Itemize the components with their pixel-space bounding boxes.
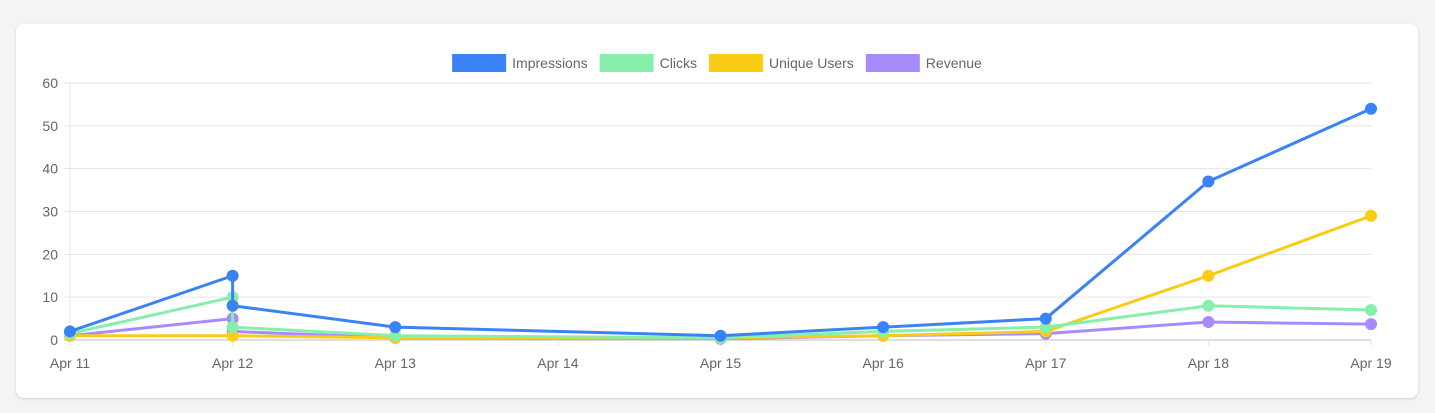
- series-layer: [64, 102, 1377, 345]
- y-tick-label: 30: [42, 204, 58, 220]
- y-tick-label: 10: [42, 289, 58, 305]
- data-point[interactable]: [226, 329, 239, 342]
- legend-label: Unique Users: [769, 55, 854, 71]
- legend-swatch: [865, 54, 920, 72]
- series-line: [68, 107, 1373, 338]
- x-tick-label: Apr 15: [700, 355, 741, 371]
- data-point[interactable]: [389, 321, 402, 334]
- legend-swatch: [708, 54, 763, 72]
- x-tick-label: Apr 12: [212, 355, 253, 371]
- x-tick-label: Apr 14: [537, 355, 578, 371]
- data-point[interactable]: [1039, 321, 1052, 334]
- data-point[interactable]: [226, 299, 239, 312]
- legend-swatch: [452, 54, 507, 72]
- legend[interactable]: Impressions Clicks Unique Users Revenue: [452, 54, 982, 72]
- x-tick-label: Apr 13: [375, 355, 416, 371]
- data-point[interactable]: [1202, 299, 1215, 312]
- y-tick-label: 0: [50, 332, 58, 348]
- legend-label: Impressions: [512, 55, 587, 71]
- data-point[interactable]: [1202, 316, 1215, 329]
- y-tick-label: 40: [42, 161, 58, 177]
- legend-item[interactable]: Revenue: [865, 54, 982, 72]
- x-tick-label: Apr 16: [863, 355, 904, 371]
- series-impressions: [64, 102, 1377, 342]
- x-tick-label: Apr 11: [50, 355, 90, 371]
- y-tick-label: 50: [42, 118, 58, 134]
- data-point[interactable]: [226, 269, 239, 282]
- legend-item[interactable]: Unique Users: [708, 54, 854, 72]
- data-point[interactable]: [1202, 269, 1215, 282]
- legend-swatch: [599, 54, 654, 72]
- series-line: [68, 214, 1373, 340]
- data-point[interactable]: [1202, 175, 1215, 188]
- x-axis-ticks: Apr 11 Apr 12 Apr 13 Apr 14 Apr 15 Apr 16 Apr …: [50, 340, 1392, 371]
- legend-label: Revenue: [926, 55, 982, 71]
- legend-label: Clicks: [660, 55, 697, 71]
- data-point[interactable]: [389, 329, 402, 342]
- data-point[interactable]: [1039, 312, 1052, 325]
- data-point[interactable]: [877, 321, 890, 334]
- legend-item[interactable]: Impressions: [452, 54, 588, 72]
- x-tick-label: Apr 18: [1188, 355, 1229, 371]
- x-tick-label: Apr 19: [1350, 355, 1391, 371]
- data-point[interactable]: [1365, 102, 1377, 115]
- grid-lines: [64, 82, 1371, 346]
- data-point[interactable]: [1365, 318, 1377, 331]
- data-point[interactable]: [1365, 304, 1377, 317]
- y-tick-label: 20: [42, 246, 58, 262]
- data-point[interactable]: [1365, 209, 1377, 222]
- y-axis-ticks: 0 10 20 30 40 50 60: [42, 75, 58, 348]
- data-point[interactable]: [64, 325, 76, 338]
- y-tick-label: 60: [42, 75, 58, 91]
- data-point[interactable]: [226, 321, 239, 334]
- chart-card: 0 10 20 30 40 50 60 Apr 11 Apr 12 Apr 13 Apr 14 Ap…: [16, 24, 1418, 398]
- legend-item[interactable]: Clicks: [599, 54, 697, 72]
- x-tick-label: Apr 17: [1025, 355, 1066, 371]
- data-point[interactable]: [714, 329, 727, 342]
